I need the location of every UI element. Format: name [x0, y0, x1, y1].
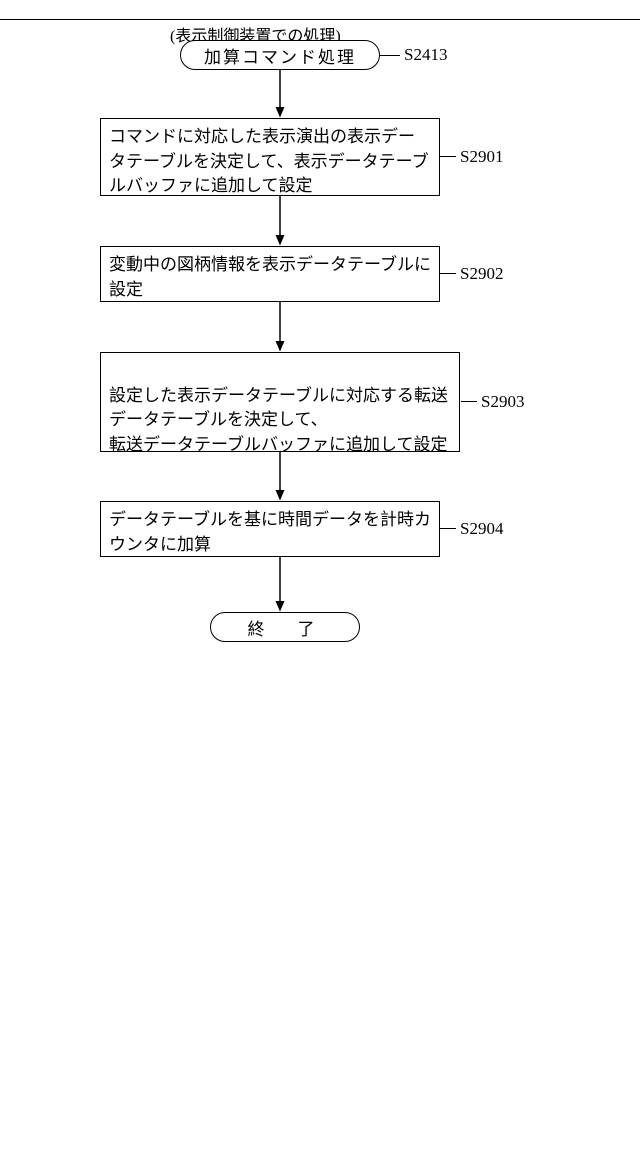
process-s2903: 設定した表示データテーブルに対応する転送データテーブルを決定して、 転送データテ… — [100, 352, 460, 452]
ref-tick-s2901 — [440, 156, 456, 157]
top-rule — [0, 19, 640, 20]
start-terminator: 加算コマンド処理 — [180, 40, 380, 70]
flowchart-page: (表示制御装置での処理) 加算コマンド処理 S2413 コマンドに対応した表示演… — [0, 0, 640, 1176]
ref-tick-s2903 — [461, 401, 477, 402]
step-ref-s2901: S2901 — [460, 147, 503, 167]
process-text-s2901: コマンドに対応した表示演出の表示データテーブルを決定して、表示データテーブルバッ… — [109, 127, 429, 195]
start-label: 加算コマンド処理 — [204, 43, 356, 68]
step-ref-s2903: S2903 — [481, 392, 524, 412]
step-ref-s2902: S2902 — [460, 264, 503, 284]
step-ref-s2413: S2413 — [404, 45, 447, 65]
step-ref-s2904: S2904 — [460, 519, 503, 539]
process-text-s2903: 設定した表示データテーブルに対応する転送データテーブルを決定して、 転送データテ… — [109, 386, 448, 454]
ref-tick-s2902 — [440, 273, 456, 274]
ref-tick-s2904 — [440, 528, 456, 529]
process-s2904: データテーブルを基に時間データを計時カウンタに加算 — [100, 501, 440, 557]
flow-arrows — [0, 0, 640, 700]
end-terminator: 終 了 — [210, 612, 360, 642]
process-s2902: 変動中の図柄情報を表示データテーブルに設定 — [100, 246, 440, 302]
process-text-s2904: データテーブルを基に時間データを計時カウンタに加算 — [109, 510, 431, 554]
process-s2901: コマンドに対応した表示演出の表示データテーブルを決定して、表示データテーブルバッ… — [100, 118, 440, 196]
end-label: 終 了 — [248, 615, 323, 640]
ref-tick-s2413 — [380, 55, 400, 56]
process-text-s2902: 変動中の図柄情報を表示データテーブルに設定 — [109, 255, 431, 299]
